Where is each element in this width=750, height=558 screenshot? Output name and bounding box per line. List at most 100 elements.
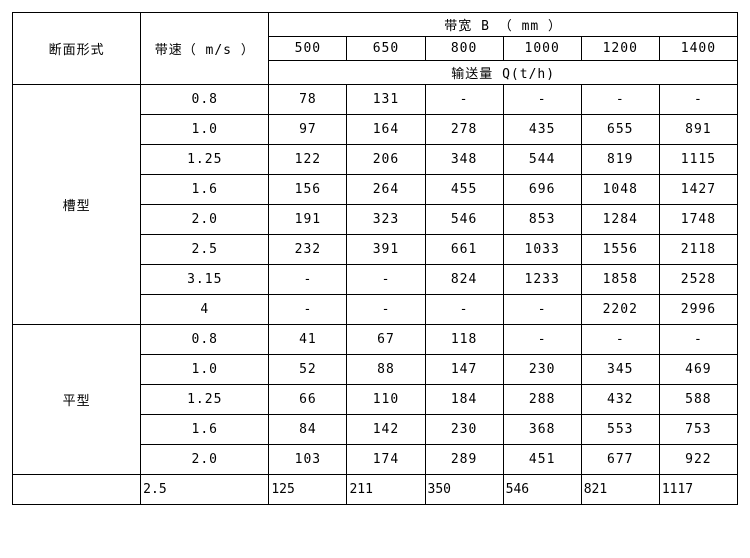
header-section: 断面形式	[13, 13, 141, 85]
qty-cell: 164	[347, 115, 425, 145]
qty-cell: 41	[269, 325, 347, 355]
header-width-1400: 1400	[659, 37, 737, 61]
qty-cell: 544	[503, 145, 581, 175]
qty-cell: 232	[269, 235, 347, 265]
qty-cell: 391	[347, 235, 425, 265]
qty-cell: 435	[503, 115, 581, 145]
qty-cell: 122	[269, 145, 347, 175]
qty-cell: 553	[581, 415, 659, 445]
qty-cell: 922	[659, 445, 737, 475]
qty-cell: 1048	[581, 175, 659, 205]
qty-cell: 345	[581, 355, 659, 385]
qty-cell: 2528	[659, 265, 737, 295]
qty-cell: -	[659, 85, 737, 115]
qty-cell: 147	[425, 355, 503, 385]
qty-cell: -	[503, 325, 581, 355]
table-row: 槽型0.878131----	[13, 85, 738, 115]
qty-cell: -	[581, 85, 659, 115]
qty-cell: -	[503, 85, 581, 115]
qty-cell: 211	[347, 475, 425, 505]
qty-cell: 206	[347, 145, 425, 175]
qty-cell: 84	[269, 415, 347, 445]
qty-cell: 1748	[659, 205, 737, 235]
qty-cell: 52	[269, 355, 347, 385]
section-name: 槽型	[13, 85, 141, 325]
qty-cell: 819	[581, 145, 659, 175]
qty-cell: 1556	[581, 235, 659, 265]
qty-cell: 131	[347, 85, 425, 115]
qty-cell: 264	[347, 175, 425, 205]
speed-cell: 3.15	[141, 265, 269, 295]
table-row: 平型0.84167118---	[13, 325, 738, 355]
qty-cell: 2202	[581, 295, 659, 325]
qty-cell: 753	[659, 415, 737, 445]
qty-cell: 853	[503, 205, 581, 235]
header-qty: 输送量 Q(t/h)	[269, 61, 738, 85]
qty-cell: 230	[425, 415, 503, 445]
qty-cell: 118	[425, 325, 503, 355]
qty-cell: 67	[347, 325, 425, 355]
qty-cell: -	[269, 265, 347, 295]
qty-cell: 1117	[659, 475, 737, 505]
qty-cell: 368	[503, 415, 581, 445]
qty-cell: 1033	[503, 235, 581, 265]
qty-cell: 174	[347, 445, 425, 475]
qty-cell: 88	[347, 355, 425, 385]
qty-cell: -	[347, 295, 425, 325]
speed-cell: 2.5	[141, 475, 269, 505]
qty-cell: 696	[503, 175, 581, 205]
qty-cell: 432	[581, 385, 659, 415]
conveyor-capacity-table: 断面形式 带速（ m/s ） 带宽 B （ mm ） 500 650 800 1…	[12, 12, 738, 505]
qty-cell: 156	[269, 175, 347, 205]
qty-cell: 546	[503, 475, 581, 505]
qty-cell: 824	[425, 265, 503, 295]
header-width-800: 800	[425, 37, 503, 61]
qty-cell: 1284	[581, 205, 659, 235]
speed-cell: 1.6	[141, 415, 269, 445]
speed-cell: 1.0	[141, 115, 269, 145]
speed-cell: 2.0	[141, 445, 269, 475]
speed-cell: 4	[141, 295, 269, 325]
qty-cell: 2118	[659, 235, 737, 265]
qty-cell: 588	[659, 385, 737, 415]
qty-cell: 350	[425, 475, 503, 505]
qty-cell: 125	[269, 475, 347, 505]
header-width-650: 650	[347, 37, 425, 61]
qty-cell: -	[581, 325, 659, 355]
speed-cell: 0.8	[141, 325, 269, 355]
qty-cell: -	[503, 295, 581, 325]
section-name-empty	[13, 475, 141, 505]
qty-cell: 655	[581, 115, 659, 145]
table-row-trailing: 2.51252113505468211117	[13, 475, 738, 505]
header-speed: 带速（ m/s ）	[141, 13, 269, 85]
qty-cell: 103	[269, 445, 347, 475]
speed-cell: 0.8	[141, 85, 269, 115]
qty-cell: 1858	[581, 265, 659, 295]
qty-cell: 278	[425, 115, 503, 145]
table-body: 槽型0.878131----1.0971642784356558911.2512…	[13, 85, 738, 505]
qty-cell: 110	[347, 385, 425, 415]
qty-cell: 230	[503, 355, 581, 385]
qty-cell: 289	[425, 445, 503, 475]
qty-cell: -	[347, 265, 425, 295]
header-width-500: 500	[269, 37, 347, 61]
qty-cell: 2996	[659, 295, 737, 325]
qty-cell: 451	[503, 445, 581, 475]
qty-cell: 288	[503, 385, 581, 415]
speed-cell: 1.25	[141, 145, 269, 175]
qty-cell: -	[659, 325, 737, 355]
qty-cell: 455	[425, 175, 503, 205]
qty-cell: -	[425, 295, 503, 325]
qty-cell: 1233	[503, 265, 581, 295]
speed-cell: 1.25	[141, 385, 269, 415]
qty-cell: 97	[269, 115, 347, 145]
qty-cell: 821	[581, 475, 659, 505]
qty-cell: 677	[581, 445, 659, 475]
header-width-1200: 1200	[581, 37, 659, 61]
qty-cell: 78	[269, 85, 347, 115]
speed-cell: 1.6	[141, 175, 269, 205]
qty-cell: 1115	[659, 145, 737, 175]
qty-cell: -	[269, 295, 347, 325]
qty-cell: -	[425, 85, 503, 115]
speed-cell: 2.0	[141, 205, 269, 235]
